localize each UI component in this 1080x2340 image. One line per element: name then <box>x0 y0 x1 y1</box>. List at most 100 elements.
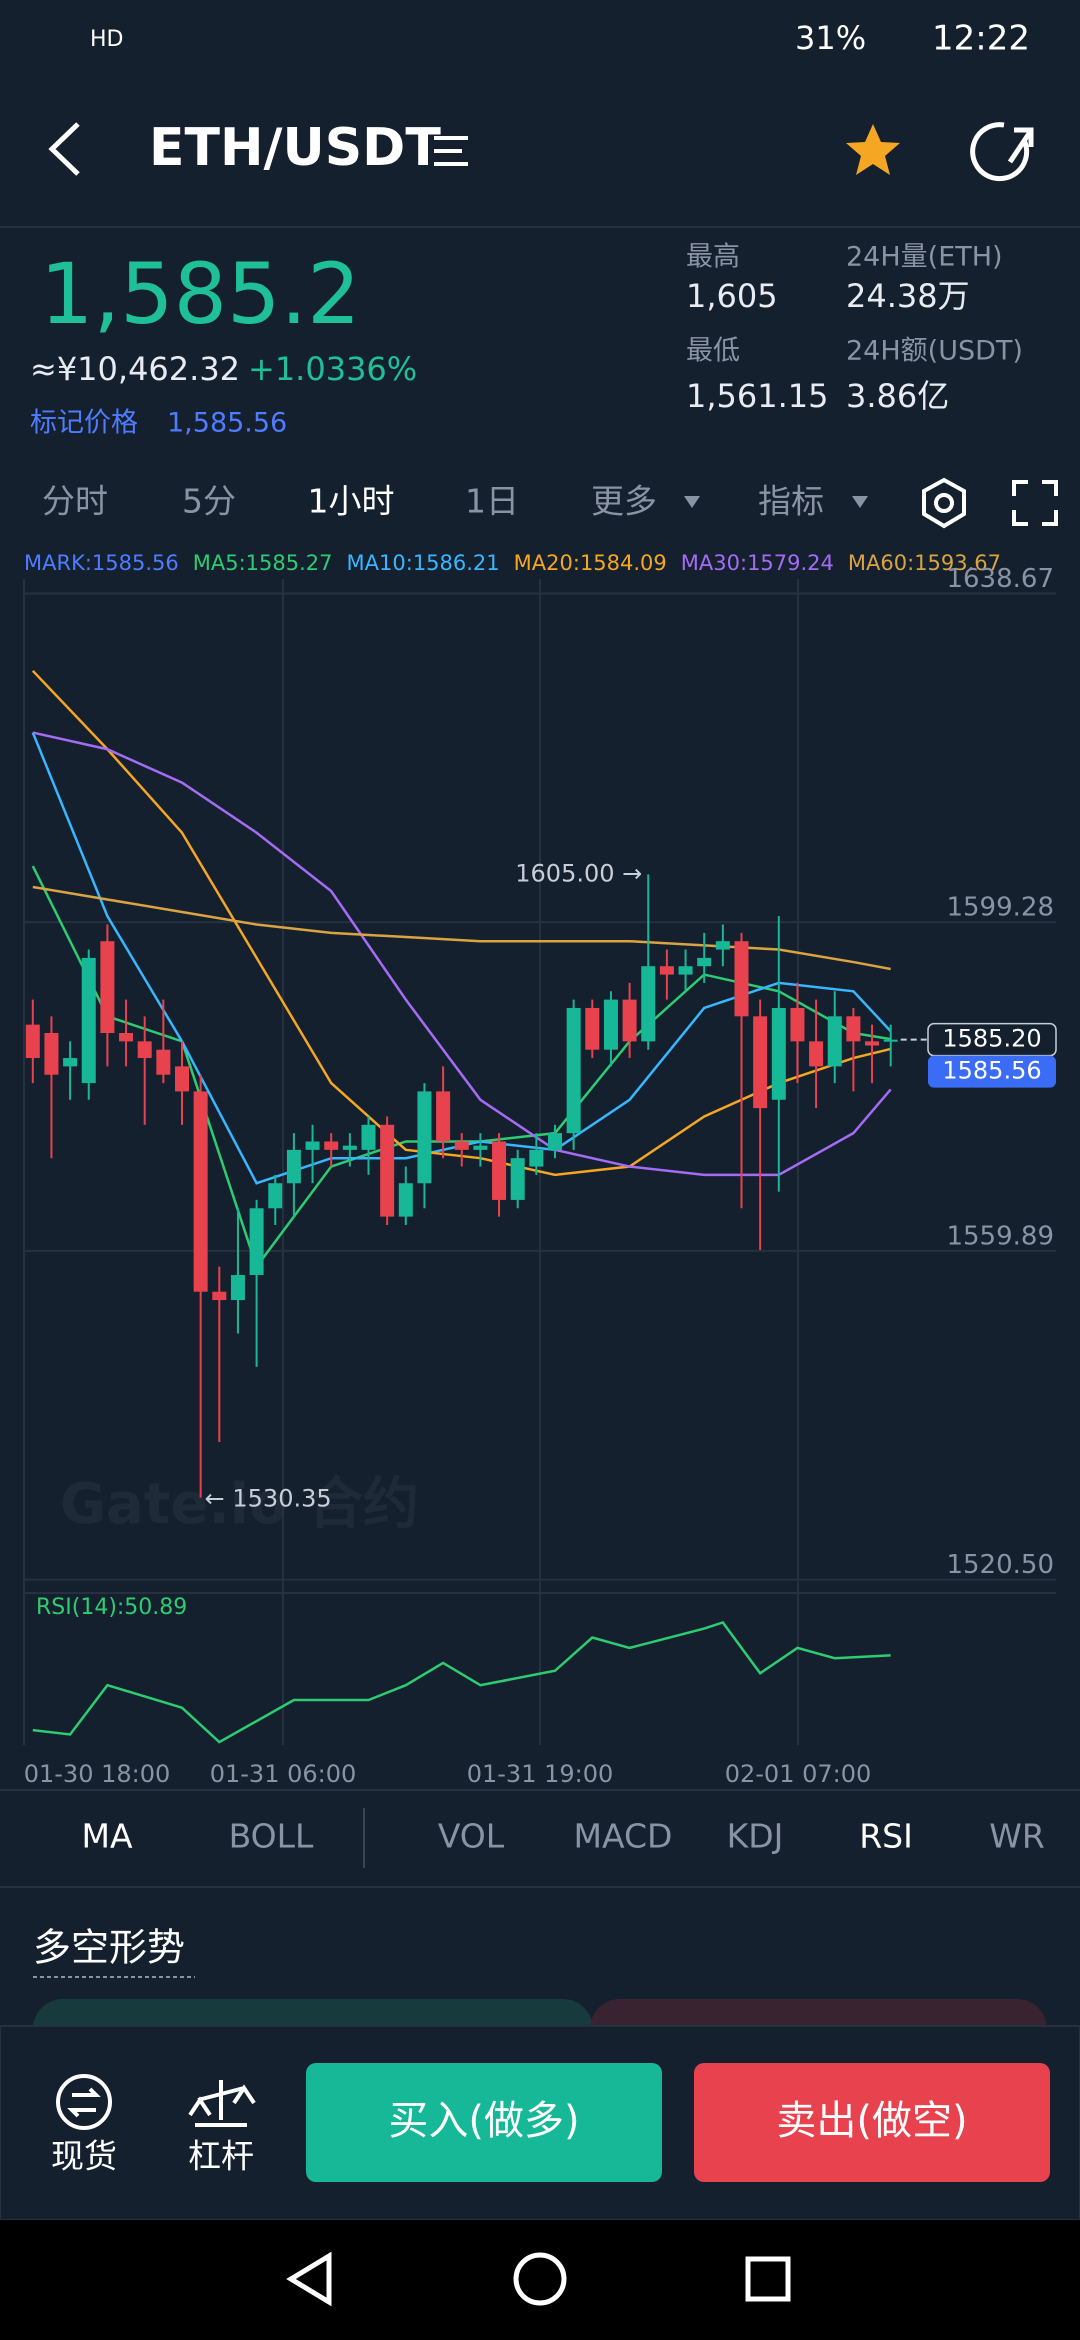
candle-body <box>454 1141 469 1150</box>
nav-back[interactable] <box>286 2251 332 2307</box>
spot-icon[interactable] <box>56 2074 112 2130</box>
candle-body <box>230 1275 245 1301</box>
legend-item: MA5:1585.27 <box>193 551 333 575</box>
candle-body <box>827 1016 842 1067</box>
candle-body <box>566 1007 581 1134</box>
clock: 12:22 <box>932 19 1030 59</box>
candle-body <box>305 1141 320 1150</box>
indicator-tab[interactable]: BOLL <box>229 1817 314 1856</box>
indicator-tab[interactable]: RSI <box>859 1817 913 1856</box>
indicator-tab[interactable]: MA <box>81 1817 132 1856</box>
candle-body <box>398 1183 413 1217</box>
sell-label[interactable]: 卖出(做空) <box>776 2098 967 2144</box>
timeframe-tab[interactable]: 指标 <box>758 482 824 521</box>
vol: 24.38万 <box>846 277 970 315</box>
candle-body <box>361 1124 376 1150</box>
amount-label: 24H额(USDT) <box>846 336 1023 367</box>
x-tick-label: 01-31 06:00 <box>210 1760 357 1788</box>
mark-price: 1,585.56 <box>167 408 287 439</box>
timeframe-tab[interactable]: 分时 <box>42 482 108 521</box>
candle-body <box>193 1091 208 1292</box>
buy-button[interactable] <box>306 2063 662 2182</box>
favorite-star[interactable] <box>846 124 900 175</box>
candle-body <box>790 1007 805 1042</box>
nav-home[interactable] <box>513 2252 567 2306</box>
section-title: 多空形势 <box>33 1926 185 1970</box>
back-button[interactable] <box>48 122 80 176</box>
timeframe-tab[interactable]: 1日 <box>465 482 519 521</box>
candle-body <box>846 1016 861 1042</box>
high: 1,605 <box>686 277 778 315</box>
timeframe-tab[interactable]: 1小时 <box>308 482 395 521</box>
candle-body <box>156 1049 171 1075</box>
margin-label[interactable]: 杠杆 <box>188 2137 254 2176</box>
candle-body <box>734 941 749 1017</box>
candle-body <box>212 1291 227 1301</box>
margin-icon[interactable] <box>188 2080 256 2127</box>
legend-item: MA10:1586.21 <box>347 551 500 575</box>
vol-label: 24H量(ETH) <box>846 242 1003 273</box>
status-left: HD <box>90 27 123 52</box>
indicator-tab[interactable]: VOL <box>438 1817 505 1856</box>
mark-tag <box>928 1055 1056 1088</box>
mark-tag-label: 1585.56 <box>942 1057 1041 1085</box>
pair-menu-icon[interactable] <box>434 136 468 166</box>
pair-title[interactable]: ETH/USDT <box>149 118 441 178</box>
legend-item: MARK:1585.56 <box>24 551 179 575</box>
candle-body <box>286 1149 301 1184</box>
indicator-tab[interactable]: MACD <box>574 1817 673 1856</box>
timeframe-tab[interactable]: 更多 <box>591 482 657 521</box>
amount: 3.86亿 <box>846 377 949 415</box>
candle-body <box>659 966 674 975</box>
rsi-line <box>32 1621 891 1744</box>
candle-body <box>342 1145 357 1150</box>
low: 1,561.15 <box>686 377 829 415</box>
candle-body <box>548 1133 562 1150</box>
buy-label[interactable]: 买入(做多) <box>388 2098 579 2144</box>
timeframe-tab[interactable]: 5分 <box>182 482 236 521</box>
fullscreen-icon[interactable] <box>1012 480 1058 526</box>
rsi-label: RSI(14):50.89 <box>36 1595 187 1620</box>
chart: MARK:1585.56 MA5:1585.27 MA10:1586.21 MA20:… <box>23 551 1057 1788</box>
candle-body <box>44 1033 59 1075</box>
watermark: Gate.io 合约 <box>60 1472 419 1537</box>
candle-body <box>809 1041 824 1067</box>
share-icon[interactable] <box>970 122 1034 182</box>
y-tick-label: 1559.89 <box>946 1221 1054 1251</box>
candle-body <box>473 1145 488 1150</box>
indicator-tab[interactable]: KDJ <box>727 1817 784 1856</box>
candle-body <box>324 1141 339 1150</box>
candle-body <box>119 1033 134 1042</box>
nav-recent[interactable] <box>745 2256 791 2302</box>
candle-body <box>417 1091 432 1184</box>
y-tick-label: 1599.28 <box>946 893 1054 923</box>
x-tick-label: 02-01 07:00 <box>725 1760 872 1788</box>
candle-body <box>175 1066 189 1092</box>
x-tick-label: 01-31 19:00 <box>467 1760 614 1788</box>
candle-body <box>137 1041 152 1059</box>
candle-body <box>715 941 730 950</box>
candle-body <box>622 999 637 1042</box>
candle-body <box>436 1091 451 1142</box>
cny-price: ≈¥10,462.32 <box>30 350 240 388</box>
candle-body <box>697 957 712 967</box>
change: +1.0336% <box>248 350 417 388</box>
price-tag-label: 1585.20 <box>942 1025 1041 1053</box>
legend-item: MA30:1579.24 <box>681 551 834 575</box>
candle-body <box>25 1024 40 1059</box>
candle-body <box>81 957 96 1084</box>
last-price: 1,585.2 <box>40 245 361 343</box>
candle-body <box>753 1016 768 1109</box>
spot-label[interactable]: 现货 <box>51 2137 117 2176</box>
legend-item: MA60:1593.67 <box>848 551 1001 575</box>
nav-bar <box>0 2220 1080 2340</box>
price-tag <box>927 1022 1057 1057</box>
candle-body <box>510 1158 525 1200</box>
low-label: 最低 <box>686 336 740 367</box>
min-label: ← 1530.35 <box>205 1484 332 1512</box>
indicator-tab[interactable]: WR <box>989 1817 1045 1856</box>
settings-icon[interactable] <box>922 477 966 529</box>
sell-button[interactable] <box>694 2063 1050 2182</box>
candle-body <box>678 966 693 975</box>
